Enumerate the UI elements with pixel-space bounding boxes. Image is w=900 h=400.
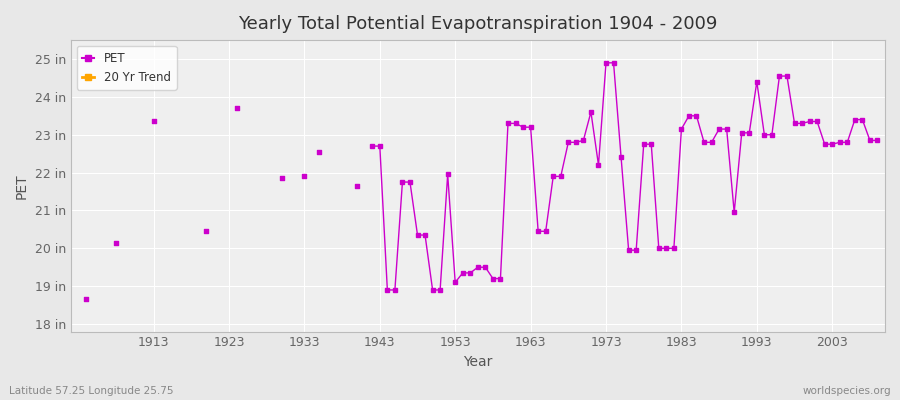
Point: [274, 175, 289, 182]
Point: [312, 148, 327, 155]
Text: Latitude 57.25 Longitude 25.75: Latitude 57.25 Longitude 25.75: [9, 386, 174, 396]
Point: [78, 296, 93, 303]
Point: [230, 105, 244, 112]
X-axis label: Year: Year: [464, 355, 492, 369]
Y-axis label: PET: PET: [15, 173, 29, 199]
Point: [147, 118, 161, 125]
Legend: PET, 20 Yr Trend: PET, 20 Yr Trend: [76, 46, 176, 90]
Point: [109, 240, 123, 246]
Text: worldspecies.org: worldspecies.org: [803, 386, 891, 396]
Point: [350, 183, 365, 189]
Point: [297, 173, 311, 180]
Point: [199, 228, 213, 234]
Title: Yearly Total Potential Evapotranspiration 1904 - 2009: Yearly Total Potential Evapotranspiratio…: [238, 15, 717, 33]
